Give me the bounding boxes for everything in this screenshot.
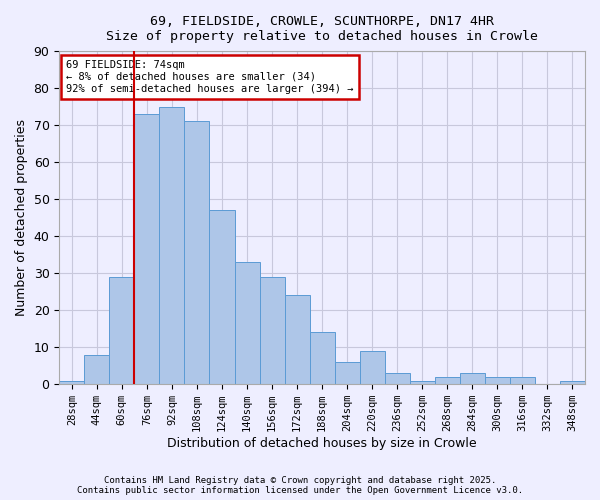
Bar (160, 106, 184, 384)
Bar (410, 380, 435, 384)
Bar (335, 362, 359, 384)
Bar (85, 354, 109, 384)
Bar (260, 277, 284, 384)
Bar (235, 262, 260, 384)
Bar (485, 377, 510, 384)
Bar (310, 332, 335, 384)
Bar (284, 296, 310, 384)
Bar (59, 380, 85, 384)
Bar (184, 122, 209, 384)
X-axis label: Distribution of detached houses by size in Crowle: Distribution of detached houses by size … (167, 437, 477, 450)
Text: Contains HM Land Registry data © Crown copyright and database right 2025.
Contai: Contains HM Land Registry data © Crown c… (77, 476, 523, 495)
Bar (209, 210, 235, 384)
Bar (359, 351, 385, 384)
Title: 69, FIELDSIDE, CROWLE, SCUNTHORPE, DN17 4HR
Size of property relative to detache: 69, FIELDSIDE, CROWLE, SCUNTHORPE, DN17 … (106, 15, 538, 43)
Bar (134, 114, 160, 384)
Bar (560, 380, 585, 384)
Bar (385, 373, 410, 384)
Bar (460, 373, 485, 384)
Text: 69 FIELDSIDE: 74sqm
← 8% of detached houses are smaller (34)
92% of semi-detache: 69 FIELDSIDE: 74sqm ← 8% of detached hou… (66, 60, 353, 94)
Bar (510, 377, 535, 384)
Bar (109, 277, 134, 384)
Bar (435, 377, 460, 384)
Y-axis label: Number of detached properties: Number of detached properties (15, 119, 28, 316)
